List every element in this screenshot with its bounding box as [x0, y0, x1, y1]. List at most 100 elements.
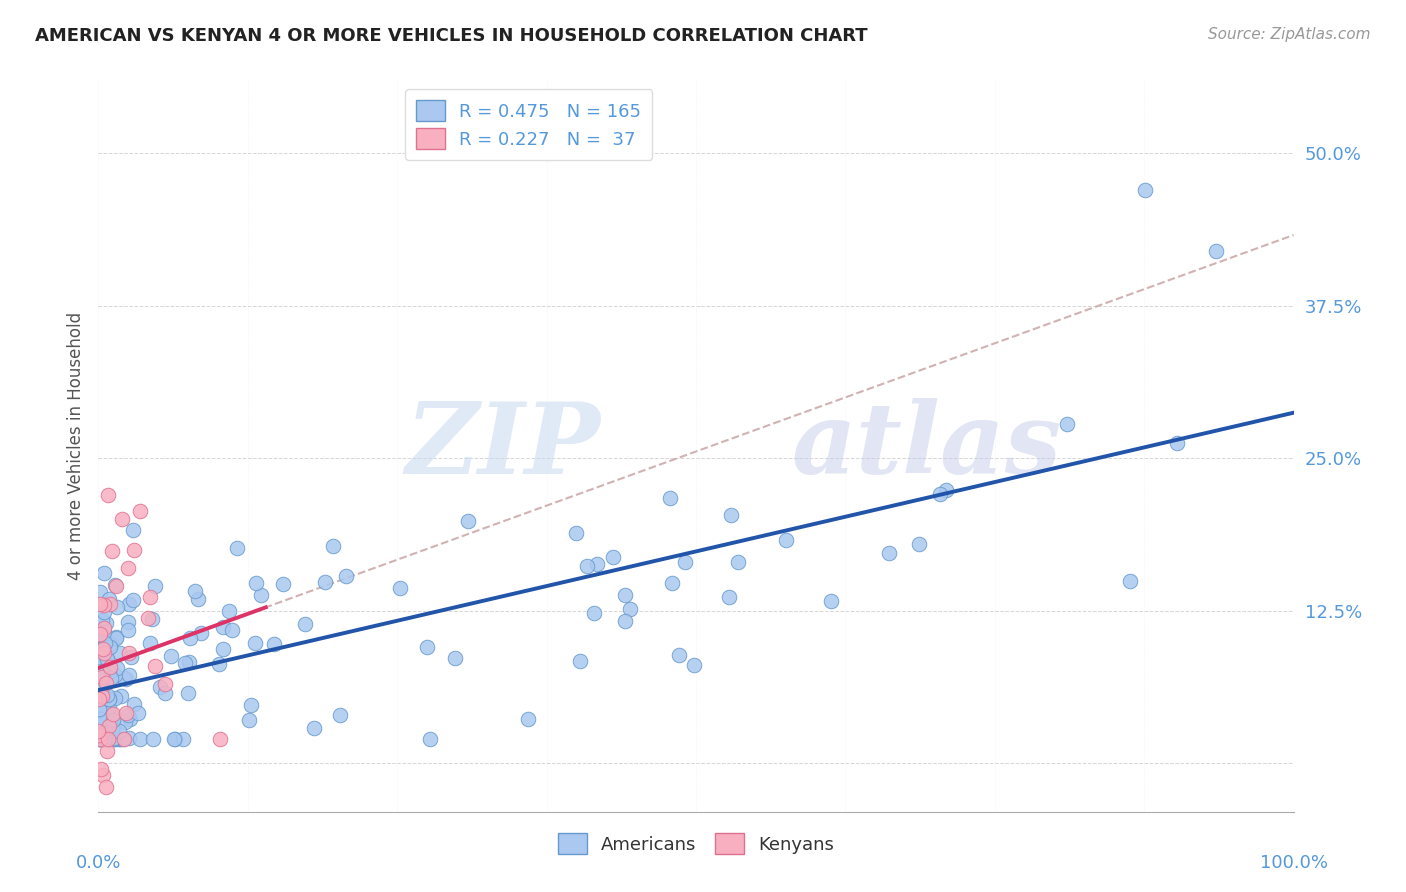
- Point: [141, 612, 163, 626]
- Point: [100, 543, 122, 558]
- Point: [93, 566, 115, 581]
- Point: [97, 731, 120, 746]
- Point: [87, 654, 110, 668]
- Point: [97, 731, 120, 746]
- Point: [177, 656, 200, 670]
- Point: [112, 731, 135, 746]
- Point: [105, 731, 128, 746]
- Point: [110, 731, 132, 746]
- Point: [105, 600, 128, 615]
- Point: [93, 646, 115, 660]
- Point: [118, 597, 141, 611]
- Point: [100, 671, 122, 685]
- Point: [87, 677, 110, 691]
- Point: [243, 636, 266, 650]
- Point: [661, 576, 683, 591]
- Legend: Americans, Kenyans: Americans, Kenyans: [551, 826, 841, 861]
- Point: [97, 692, 120, 706]
- Point: [668, 648, 690, 662]
- Point: [124, 542, 146, 557]
- Point: [89, 626, 111, 640]
- Text: AMERICAN VS KENYAN 4 OR MORE VEHICLES IN HOUSEHOLD CORRELATION CHART: AMERICAN VS KENYAN 4 OR MORE VEHICLES IN…: [35, 27, 868, 45]
- Text: Source: ZipAtlas.com: Source: ZipAtlas.com: [1208, 27, 1371, 42]
- Point: [212, 619, 235, 633]
- Point: [183, 584, 205, 599]
- Point: [419, 731, 441, 746]
- Point: [659, 491, 682, 505]
- Point: [100, 731, 122, 746]
- Point: [93, 605, 115, 619]
- Point: [271, 577, 294, 591]
- Point: [91, 731, 114, 746]
- Point: [727, 555, 749, 569]
- Point: [302, 722, 325, 736]
- Point: [105, 631, 128, 645]
- Point: [93, 666, 115, 681]
- Point: [613, 588, 636, 602]
- Point: [90, 713, 112, 727]
- Point: [163, 731, 186, 746]
- Point: [120, 649, 142, 664]
- Point: [122, 524, 145, 538]
- Point: [87, 650, 110, 665]
- Point: [103, 719, 125, 733]
- Point: [100, 706, 122, 721]
- Text: atlas: atlas: [792, 398, 1062, 494]
- Y-axis label: 4 or more Vehicles in Household: 4 or more Vehicles in Household: [66, 312, 84, 580]
- Point: [100, 640, 122, 655]
- Point: [619, 602, 641, 616]
- Point: [108, 723, 131, 738]
- Point: [101, 707, 124, 722]
- Point: [97, 731, 120, 746]
- Point: [153, 686, 176, 700]
- Point: [122, 697, 145, 711]
- Point: [142, 731, 165, 746]
- Point: [87, 702, 110, 716]
- Point: [91, 680, 114, 694]
- Point: [98, 692, 121, 706]
- Point: [96, 719, 118, 733]
- Point: [583, 606, 606, 620]
- Point: [104, 577, 127, 591]
- Point: [89, 585, 111, 599]
- Point: [91, 690, 114, 704]
- Point: [89, 731, 111, 746]
- Point: [718, 590, 741, 604]
- Point: [565, 526, 588, 541]
- Point: [139, 636, 162, 650]
- Text: 0.0%: 0.0%: [76, 855, 121, 872]
- Point: [221, 623, 243, 637]
- Point: [190, 626, 212, 640]
- Point: [87, 692, 110, 706]
- Point: [111, 512, 134, 526]
- Point: [117, 708, 139, 723]
- Point: [93, 731, 115, 746]
- Point: [118, 646, 141, 660]
- Point: [129, 731, 152, 746]
- Point: [105, 579, 128, 593]
- Point: [1166, 435, 1188, 450]
- Point: [143, 658, 166, 673]
- Point: [117, 561, 139, 575]
- Point: [96, 689, 118, 703]
- Point: [673, 555, 696, 569]
- Point: [90, 670, 112, 684]
- Point: [225, 541, 247, 556]
- Point: [238, 713, 260, 727]
- Point: [94, 731, 117, 746]
- Point: [89, 597, 111, 611]
- Point: [94, 780, 117, 795]
- Point: [97, 488, 120, 502]
- Point: [103, 731, 125, 745]
- Point: [179, 632, 201, 646]
- Point: [877, 546, 900, 560]
- Point: [118, 731, 141, 745]
- Point: [96, 652, 118, 666]
- Point: [91, 689, 114, 703]
- Point: [100, 731, 122, 746]
- Point: [90, 762, 112, 776]
- Point: [87, 731, 110, 746]
- Point: [89, 678, 111, 692]
- Point: [127, 706, 149, 720]
- Point: [87, 657, 110, 672]
